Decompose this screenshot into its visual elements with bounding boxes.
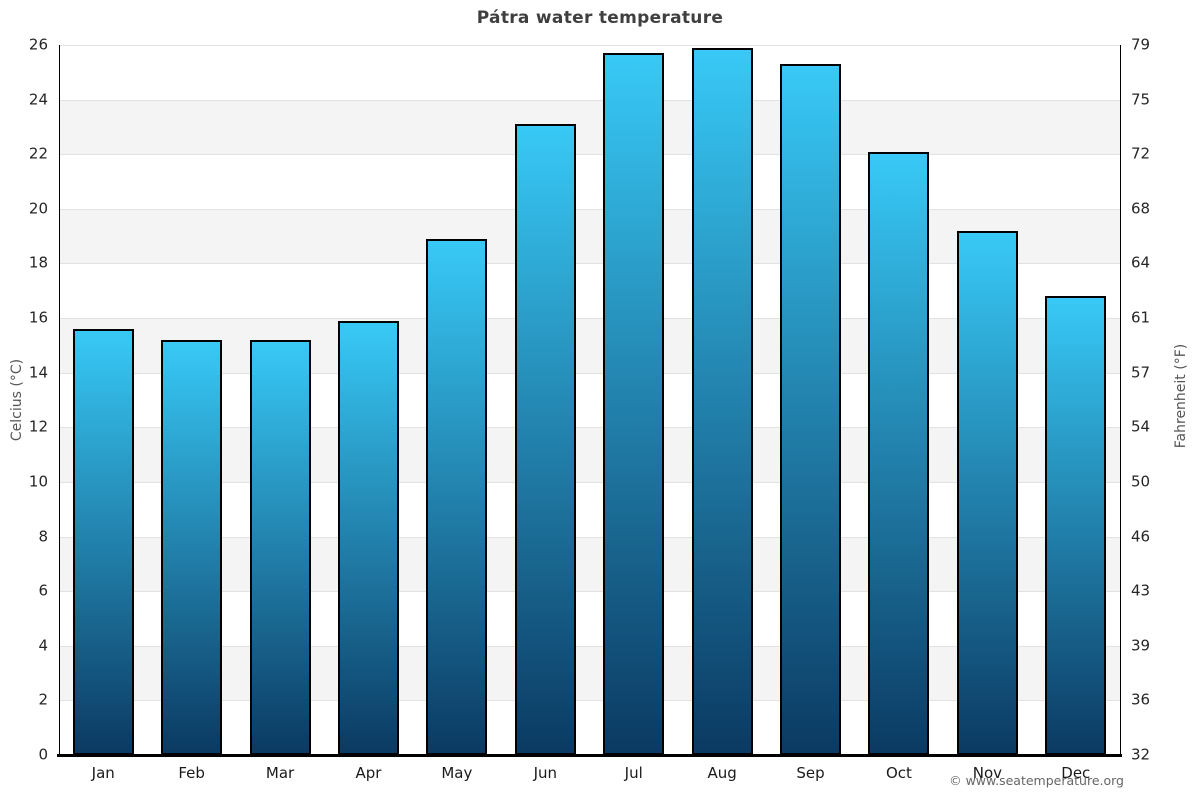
y-tick-label-fahrenheit: 46 <box>1131 527 1151 546</box>
x-tick-label-feb: Feb <box>178 764 205 782</box>
gridline <box>59 700 1120 702</box>
y-tick-label-celsius: 20 <box>28 199 48 218</box>
gridline <box>59 154 1120 156</box>
y-tick-label-celsius: 22 <box>28 144 48 163</box>
gridline <box>59 427 1120 429</box>
gridline <box>59 45 1120 46</box>
y-tick-label-fahrenheit: 72 <box>1131 144 1151 163</box>
y-tick-label-celsius: 2 <box>38 690 48 709</box>
gridline <box>59 99 1120 101</box>
y-tick-label-celsius: 24 <box>28 90 48 109</box>
y-axis-title-fahrenheit: Fahrenheit (°F) <box>1173 343 1189 449</box>
x-tick-label-sep: Sep <box>796 764 825 782</box>
y-tick-label-fahrenheit: 75 <box>1131 90 1151 109</box>
x-tick-label-jan: Jan <box>91 764 115 782</box>
gridline <box>59 318 1120 320</box>
grid-band <box>59 536 1120 592</box>
gridline <box>59 372 1120 374</box>
y-tick-label-fahrenheit: 50 <box>1131 472 1151 491</box>
y-tick-label-fahrenheit: 57 <box>1131 363 1151 382</box>
y-tick-label-celsius: 14 <box>28 363 48 382</box>
bar-may[interactable] <box>426 238 488 755</box>
gridline <box>59 481 1120 483</box>
bar-sep[interactable] <box>780 64 842 755</box>
bar-oct[interactable] <box>868 151 930 755</box>
bar-mar[interactable] <box>249 339 311 755</box>
bar-jan[interactable] <box>72 329 134 755</box>
y-axis-line-left <box>59 45 60 755</box>
y-axis-line-right <box>1120 45 1121 755</box>
y-tick-label-celsius: 8 <box>38 527 48 546</box>
y-tick-label-celsius: 6 <box>38 581 48 600</box>
y-tick-label-fahrenheit: 54 <box>1131 417 1151 436</box>
y-tick-label-celsius: 0 <box>38 745 48 764</box>
y-tick-label-celsius: 18 <box>28 253 48 272</box>
x-axis-line <box>57 754 1122 757</box>
y-tick-label-fahrenheit: 68 <box>1131 199 1151 218</box>
bar-nov[interactable] <box>956 230 1018 755</box>
bar-apr[interactable] <box>337 320 399 755</box>
grid-band <box>59 208 1120 264</box>
x-tick-label-may: May <box>441 764 473 782</box>
y-tick-label-celsius: 26 <box>28 35 48 54</box>
gridline <box>59 208 1120 210</box>
y-tick-label-celsius: 4 <box>38 636 48 655</box>
x-tick-label-oct: Oct <box>885 764 912 782</box>
y-tick-label-fahrenheit: 39 <box>1131 636 1151 655</box>
y-tick-label-fahrenheit: 79 <box>1131 35 1151 54</box>
y-tick-label-celsius: 12 <box>28 417 48 436</box>
bar-feb[interactable] <box>161 339 223 755</box>
bar-dec[interactable] <box>1045 296 1107 755</box>
gridline <box>59 263 1120 265</box>
grid-band <box>59 318 1120 373</box>
grid-band <box>59 645 1120 701</box>
bar-jun[interactable] <box>514 124 576 755</box>
grid-band <box>59 427 1120 482</box>
x-tick-label-nov: Nov <box>972 764 1003 782</box>
bar-jul[interactable] <box>603 53 665 755</box>
y-tick-label-fahrenheit: 64 <box>1131 253 1151 272</box>
y-tick-label-fahrenheit: 32 <box>1131 745 1151 764</box>
gridline <box>59 591 1120 593</box>
x-tick-label-dec: Dec <box>1061 764 1091 782</box>
y-tick-label-fahrenheit: 36 <box>1131 690 1151 709</box>
bar-aug[interactable] <box>691 47 753 755</box>
chart-title: Pátra water temperature <box>476 8 724 28</box>
x-tick-label-aug: Aug <box>707 764 737 782</box>
x-tick-label-apr: Apr <box>355 764 382 782</box>
y-tick-label-celsius: 10 <box>28 472 48 491</box>
gridline <box>59 645 1120 647</box>
attribution-link[interactable]: © www.seatemperature.org <box>949 773 1124 788</box>
x-tick-label-mar: Mar <box>265 764 295 782</box>
y-tick-label-fahrenheit: 61 <box>1131 308 1151 327</box>
y-tick-label-celsius: 16 <box>28 308 48 327</box>
x-tick-label-jul: Jul <box>624 764 643 782</box>
grid-band <box>59 99 1120 155</box>
y-tick-label-fahrenheit: 43 <box>1131 581 1151 600</box>
gridline <box>59 536 1120 538</box>
x-tick-label-jun: Jun <box>533 764 557 782</box>
